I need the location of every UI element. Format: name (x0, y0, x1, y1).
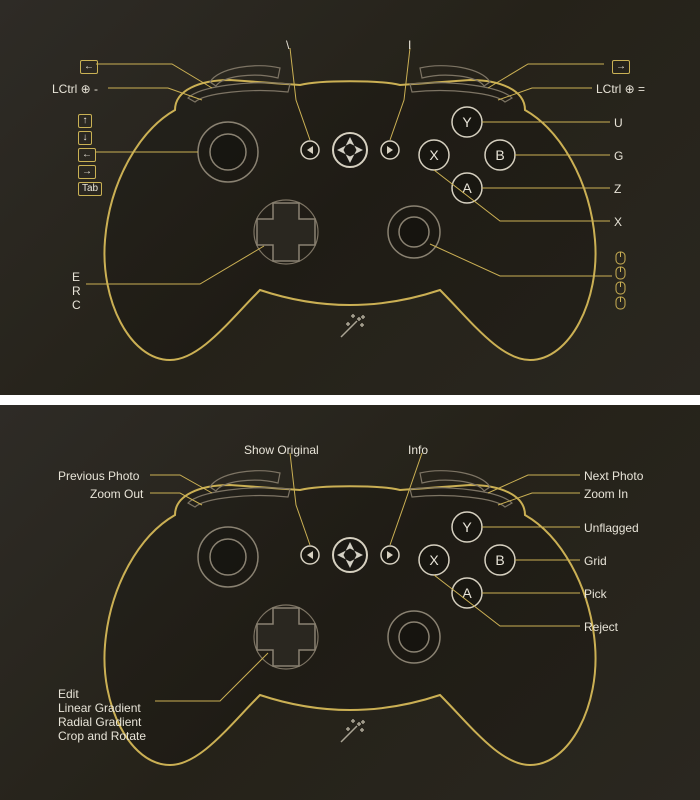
panel-action-mapping: YBAXPrevious PhotoZoom OutShow OriginalI… (0, 405, 700, 800)
callout-label-btn-y: U (614, 116, 623, 130)
mouse-icon (616, 252, 625, 264)
key-icon: Tab (78, 182, 102, 196)
key-icon: → (612, 60, 630, 74)
callout-label-btn-x: X (614, 215, 622, 229)
svg-text:X: X (429, 147, 439, 163)
svg-text:Y: Y (462, 114, 472, 130)
callout-line-text: R (72, 284, 81, 298)
callout-label-left-stick-keys: ↑ ↓ ← → Tab (78, 112, 102, 197)
key-icon: ← (80, 60, 98, 74)
callout-label-trigger-right: Next Photo (584, 469, 643, 483)
svg-text:B: B (495, 147, 504, 163)
callout-label-trigger-left: Previous Photo (58, 469, 139, 483)
callout-line-text: Edit (58, 687, 146, 701)
callout-label-btn-x: Reject (584, 620, 618, 634)
key-icon: ↑ (78, 114, 92, 128)
callout-label-btn-b: Grid (584, 554, 607, 568)
callout-label-btn-y: Unflagged (584, 521, 639, 535)
callout-label-bumper-right: LCtrl ⊕ = (596, 82, 645, 96)
callout-line-text: Crop and Rotate (58, 729, 146, 743)
callout-label-bumper-left: Zoom Out (90, 487, 143, 501)
mouse-icon (616, 282, 625, 294)
panel-divider (0, 395, 700, 405)
callout-label-back-btn: Show Original (244, 443, 319, 457)
callout-label-bumper-left: LCtrl ⊕ - (52, 82, 98, 96)
callout-label-trigger-left: ← (80, 58, 98, 75)
callout-label-btn-a: Z (614, 182, 621, 196)
callout-line-text: Linear Gradient (58, 701, 146, 715)
mouse-icon (616, 267, 625, 279)
controller-diagram: YBAX (0, 0, 700, 395)
svg-text:X: X (429, 552, 439, 568)
callout-line-text: C (72, 298, 81, 312)
callout-label-dpad-multi: EditLinear GradientRadial GradientCrop a… (58, 687, 146, 743)
panel-keyboard-mapping: YBAX ←LCtrl ⊕ -\I→LCtrl ⊕ =↑↓←→TabUGZXER… (0, 0, 700, 395)
key-icon: ← (78, 148, 96, 162)
callout-label-btn-b: G (614, 149, 623, 163)
callout-label-back-btn: \ (286, 38, 289, 52)
callout-line-trigger-right (488, 64, 604, 88)
callout-label-trigger-right: → (612, 58, 630, 75)
callout-label-dpad-multi: ERC (72, 270, 81, 312)
callout-line-trigger-left (96, 64, 212, 88)
mouse-icon (616, 297, 625, 309)
callout-line-text: Radial Gradient (58, 715, 146, 729)
callout-label-btn-a: Pick (584, 587, 607, 601)
callout-label-start-btn: I (408, 38, 411, 52)
callout-line-text: E (72, 270, 81, 284)
key-icon: → (78, 165, 96, 179)
svg-text:Y: Y (462, 519, 472, 535)
callout-label-start-btn: Info (408, 443, 428, 457)
svg-text:B: B (495, 552, 504, 568)
callout-label-bumper-right: Zoom In (584, 487, 628, 501)
key-icon: ↓ (78, 131, 92, 145)
